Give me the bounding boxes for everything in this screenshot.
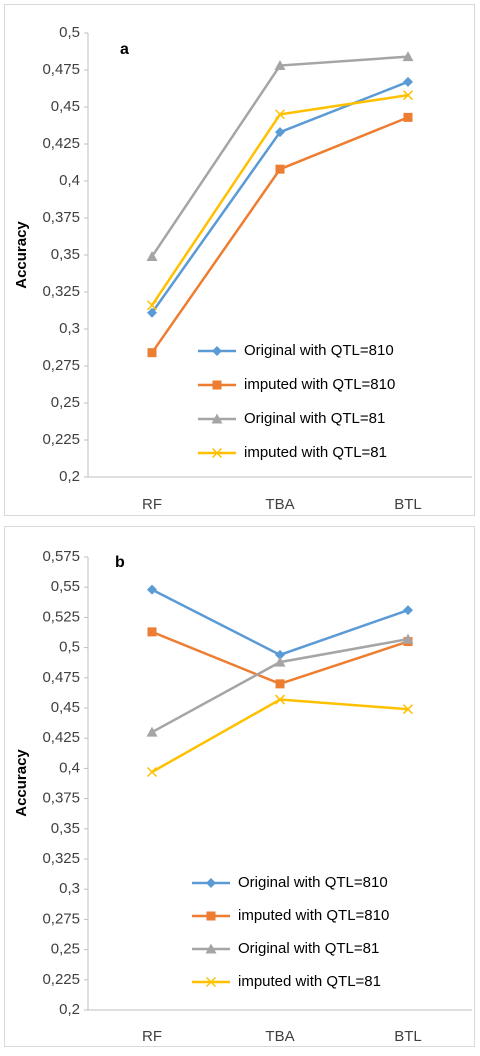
y-tick-label: 0,3	[59, 880, 80, 897]
y-tick-label: 0,45	[51, 699, 80, 716]
x-tick-label: RF	[142, 496, 162, 513]
marker	[274, 60, 286, 71]
y-tick-label: 0,5	[59, 639, 80, 656]
x-tick-label: RF	[142, 1028, 162, 1045]
legend-marker	[206, 878, 216, 888]
y-tick-label: 0,325	[42, 283, 80, 300]
legend-label: imputed with QTL=810	[244, 376, 395, 393]
x-tick-label: BTL	[394, 1028, 422, 1045]
y-tick-label: 0,325	[42, 850, 80, 867]
marker	[147, 584, 157, 595]
y-tick-label: 0,475	[42, 61, 80, 78]
legend-label: imputed with QTL=81	[244, 444, 387, 461]
legend-label: imputed with QTL=810	[238, 907, 389, 924]
x-tick-label: TBA	[265, 1028, 294, 1045]
marker	[402, 51, 414, 62]
y-axis-label: Accuracy	[13, 749, 30, 817]
y-tick-label: 0,275	[42, 357, 80, 374]
legend-marker	[206, 911, 216, 921]
series-line	[150, 116, 409, 354]
marker	[402, 633, 414, 644]
marker	[402, 90, 414, 101]
x-tick-label: TBA	[265, 496, 294, 513]
marker	[146, 250, 158, 261]
legend-marker	[211, 413, 223, 424]
y-tick-label: 0,425	[42, 729, 80, 746]
marker	[146, 766, 158, 778]
marker	[275, 679, 285, 689]
y-tick-label: 0,35	[51, 246, 80, 263]
y-tick-label: 0,375	[42, 790, 80, 807]
y-tick-label: 0,55	[51, 578, 80, 595]
marker	[147, 627, 157, 637]
y-tick-label: 0,45	[51, 98, 80, 115]
marker	[403, 112, 413, 122]
marker	[147, 307, 157, 318]
y-tick-label: 0,375	[42, 209, 80, 226]
legend-marker	[212, 346, 222, 356]
y-axis-label: Accuracy	[13, 221, 30, 289]
marker	[274, 656, 286, 667]
y-tick-label: 0,5	[59, 24, 80, 41]
y-tick-label: 0,275	[42, 910, 80, 927]
y-tick-label: 0,575	[42, 548, 80, 565]
legend-label: Original with QTL=810	[238, 874, 388, 891]
chart-frame	[4, 526, 475, 1047]
y-tick-label: 0,2	[59, 1001, 80, 1018]
marker	[275, 127, 285, 138]
annotation: b	[115, 554, 125, 571]
legend-label: imputed with QTL=81	[238, 973, 381, 990]
marker	[146, 726, 158, 737]
legend-label: Original with QTL=81	[238, 940, 379, 957]
y-tick-label: 0,225	[42, 431, 80, 448]
marker	[274, 109, 286, 120]
chart-frame	[4, 4, 475, 516]
marker	[274, 694, 286, 705]
series-line	[150, 55, 409, 258]
y-tick-label: 0,225	[42, 971, 80, 988]
marker	[147, 348, 157, 358]
legend-marker	[212, 380, 222, 390]
legend-label: Original with QTL=810	[244, 342, 394, 359]
marker	[403, 605, 413, 616]
y-tick-label: 0,4	[59, 172, 80, 189]
y-tick-label: 0,2	[59, 468, 80, 485]
y-tick-label: 0,425	[42, 135, 80, 152]
legend-marker	[205, 943, 217, 954]
legend-label: Original with QTL=81	[244, 410, 385, 427]
y-tick-label: 0,475	[42, 669, 80, 686]
y-tick-label: 0,35	[51, 820, 80, 837]
annotation: a	[120, 41, 129, 58]
x-tick-label: BTL	[394, 496, 422, 513]
y-tick-label: 0,25	[51, 394, 80, 411]
marker	[275, 164, 285, 174]
marker	[403, 76, 413, 87]
legend-marker	[205, 976, 217, 988]
marker	[402, 704, 414, 715]
legend-marker	[211, 447, 223, 459]
marker	[146, 300, 158, 311]
y-tick-label: 0,25	[51, 941, 80, 958]
y-tick-label: 0,525	[42, 608, 80, 625]
marker	[275, 649, 285, 660]
y-tick-label: 0,3	[59, 320, 80, 337]
y-tick-label: 0,4	[59, 759, 80, 776]
